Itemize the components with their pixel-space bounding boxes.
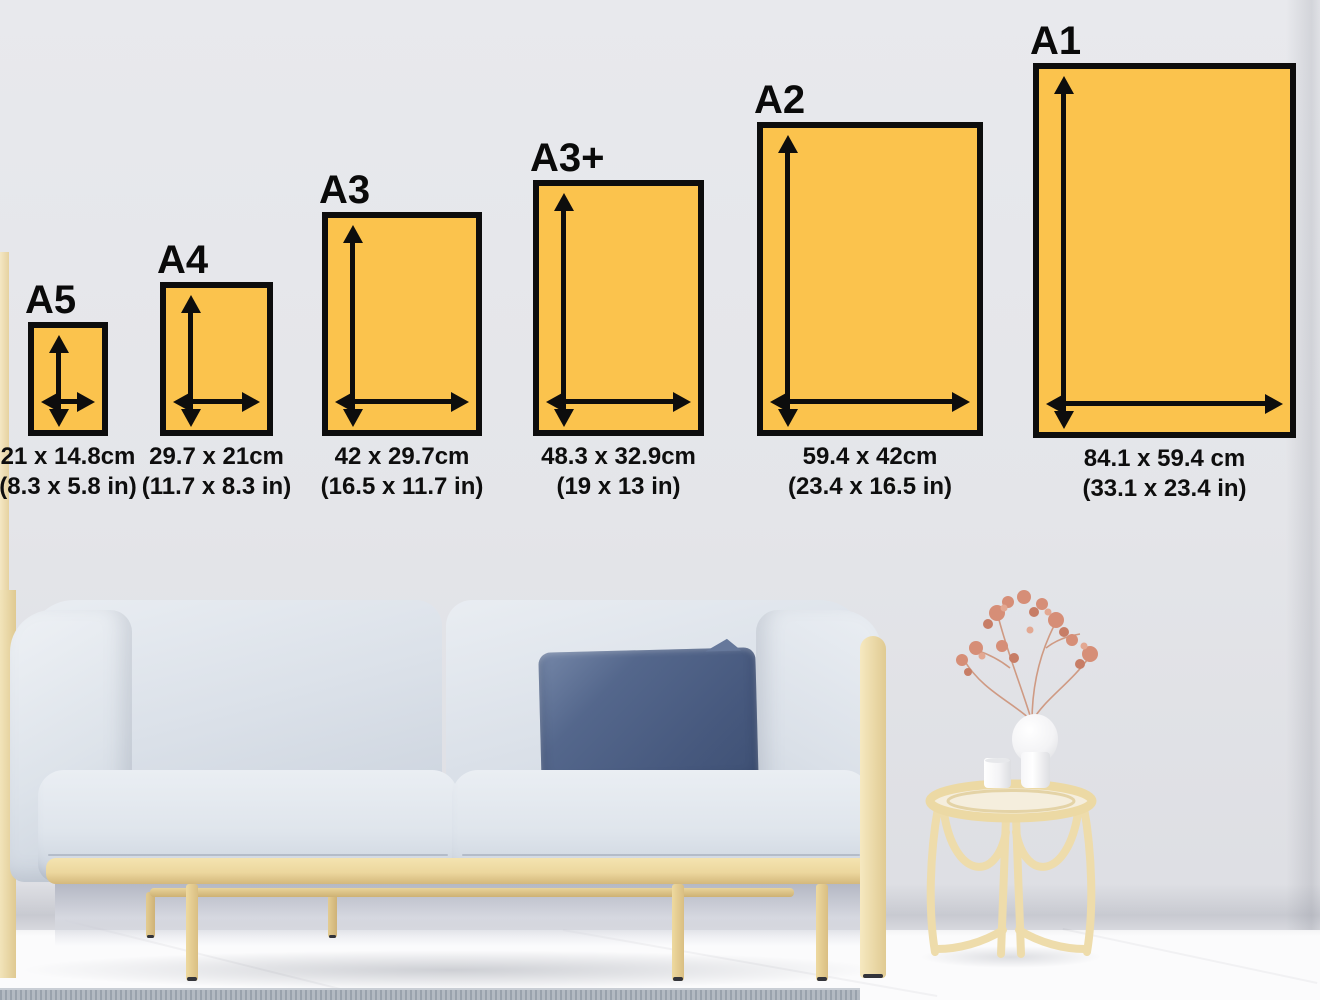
arrowhead-down-icon (342, 409, 363, 427)
size-dimensions: 21 x 14.8cm (8.3 x 5.8 in) (0, 442, 137, 502)
vase-base (1021, 752, 1050, 788)
sofa-rear-leg (328, 892, 337, 938)
arrowhead-right-icon (77, 391, 95, 412)
size-label: A3+ (530, 136, 605, 180)
sofa-front-leg (816, 884, 828, 981)
height-arrow (180, 295, 201, 427)
arrowhead-left-icon (546, 391, 564, 412)
arrowhead-down-icon (1053, 411, 1074, 429)
arrowhead-right-icon (242, 391, 260, 412)
arrowhead-left-icon (1046, 393, 1064, 414)
sofa-front-leg (672, 884, 684, 981)
height-arrow (48, 335, 69, 427)
height-arrow (777, 135, 798, 427)
width-arrow (41, 391, 95, 412)
arrowhead-left-icon (41, 391, 59, 412)
size-dimensions: 42 x 29.7cm (16.5 x 11.7 in) (321, 442, 484, 502)
size-label: A3 (319, 168, 371, 212)
paper-rect-a1 (1033, 63, 1296, 438)
size-label: A1 (1030, 19, 1082, 63)
arrowhead-down-icon (180, 409, 201, 427)
arrowhead-left-icon (173, 391, 191, 412)
dimension-inch: (16.5 x 11.7 in) (320, 473, 484, 501)
paper-rect-a4 (160, 282, 273, 436)
paper-rect-a2 (757, 122, 983, 436)
arrowhead-up-icon (342, 225, 363, 243)
dimension-cm: 84.1 x 59.4 cm (1083, 445, 1246, 472)
dimension-inch: (8.3 x 5.8 in) (0, 473, 137, 501)
sofa-stretcher-bar (150, 888, 794, 897)
arrowhead-up-icon (48, 335, 69, 353)
arrowhead-left-icon (335, 391, 353, 412)
paper-rect-a3plus (533, 180, 704, 436)
size-label: A4 (157, 238, 209, 282)
white-cup (984, 758, 1011, 788)
arrowhead-down-icon (553, 409, 574, 427)
arrowhead-right-icon (952, 391, 970, 412)
dimension-inch: (19 x 13 in) (556, 473, 681, 501)
sofa-floor-shadow (18, 950, 884, 990)
sofa-rear-leg (146, 892, 155, 938)
width-arrow (173, 391, 260, 412)
paper-rect-a5 (28, 322, 108, 436)
dimension-cm: 59.4 x 42cm (802, 443, 938, 470)
sofa-front-leg (186, 884, 198, 981)
arrowhead-left-icon (770, 391, 788, 412)
height-arrow (553, 193, 574, 427)
size-dimensions: 84.1 x 59.4 cm (33.1 x 23.4 in) (1082, 444, 1246, 504)
arrowhead-right-icon (1265, 393, 1283, 414)
arrowhead-up-icon (777, 135, 798, 153)
size-dimensions: 48.3 x 32.9cm (19 x 13 in) (541, 442, 696, 502)
rattan-side-table (925, 779, 1097, 958)
dimension-inch: (23.4 x 16.5 in) (787, 473, 953, 501)
size-item-a2: A2 59.4 x 42cm (23.4 x 16.5 in) (754, 80, 983, 500)
width-arrow (546, 391, 691, 412)
width-arrow (1046, 393, 1283, 414)
size-item-a5: A5 21 x 14.8cm (8.3 x 5.8 in) (0, 280, 137, 500)
size-item-a3plus: A3+ 48.3 x 32.9cm (19 x 13 in) (530, 138, 704, 500)
arrowhead-right-icon (673, 391, 691, 412)
dimension-cm: 42 x 29.7cm (334, 443, 470, 470)
height-arrow (342, 225, 363, 427)
size-item-a4: A4 29.7 x 21cm (11.7 x 8.3 in) (142, 240, 291, 500)
arrowhead-up-icon (553, 193, 574, 211)
arrowhead-right-icon (451, 391, 469, 412)
dimension-cm: 29.7 x 21cm (149, 443, 284, 470)
size-label: A5 (25, 278, 77, 322)
arrowhead-down-icon (48, 409, 69, 427)
arrowhead-up-icon (180, 295, 201, 313)
dimension-inch: (11.7 x 8.3 in) (141, 473, 292, 501)
arrowhead-down-icon (777, 409, 798, 427)
height-arrow (1053, 76, 1074, 429)
dimension-inch: (33.1 x 23.4 in) (1082, 475, 1247, 503)
size-dimensions: 59.4 x 42cm (23.4 x 16.5 in) (788, 442, 952, 502)
rug (0, 988, 860, 1000)
size-dimensions: 29.7 x 21cm (11.7 x 8.3 in) (142, 442, 291, 502)
flower-clusters (956, 590, 1098, 676)
arrowhead-up-icon (1053, 76, 1074, 94)
width-arrow (335, 391, 469, 412)
dimension-cm: 48.3 x 32.9cm (541, 443, 696, 470)
wood-strip (0, 252, 9, 597)
paper-rect-a3 (322, 212, 482, 436)
table-floor-shadow (920, 946, 1102, 968)
width-arrow (770, 391, 970, 412)
sofa-wood-rail (46, 858, 874, 884)
flower-stems (963, 615, 1091, 723)
dimension-cm: 21 x 14.8cm (0, 443, 136, 470)
size-item-a3: A3 42 x 29.7cm (16.5 x 11.7 in) (319, 170, 483, 500)
sofa-wood-frame-right (860, 636, 886, 978)
size-label: A2 (754, 78, 806, 122)
size-item-a1: A1 84.1 x 59.4 cm (33.1 x 23.4 in) (1030, 21, 1296, 502)
